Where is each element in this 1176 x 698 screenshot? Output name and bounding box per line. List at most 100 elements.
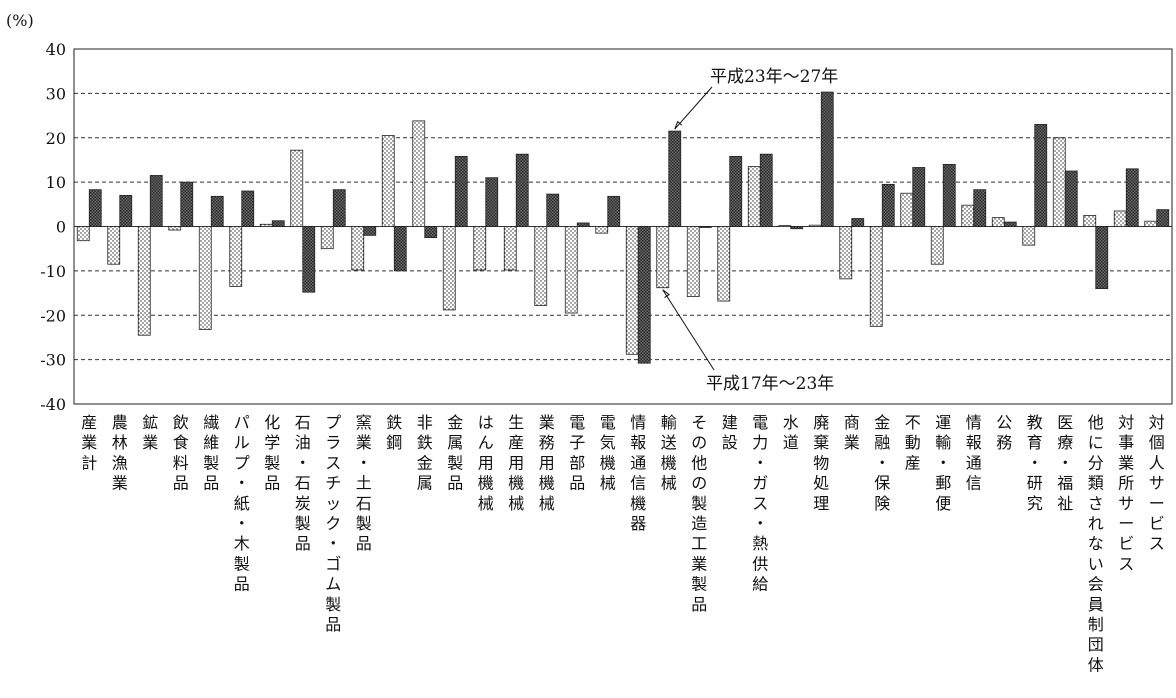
- bar-h17-23: [869, 226, 883, 327]
- bar-h17-23: [900, 192, 914, 227]
- x-category-label: プラスチック・ゴム製品: [325, 413, 341, 634]
- x-category-label: 医療・福祉: [1057, 413, 1073, 513]
- y-tick-label: 0: [56, 218, 66, 237]
- annotation-leader-line: [674, 86, 713, 130]
- bar-h23-27: [790, 226, 804, 230]
- y-tick-label: 10: [46, 173, 66, 192]
- x-category-label: 公務: [996, 413, 1012, 452]
- y-tick-label: -10: [40, 262, 66, 281]
- bar-h17-23: [930, 226, 944, 265]
- bar-h23-27: [1003, 221, 1017, 227]
- x-category-label: 金融・保険: [874, 413, 890, 513]
- bar-h17-23: [991, 217, 1005, 227]
- y-unit-label: (%): [6, 11, 34, 30]
- bar-h17-23: [442, 226, 456, 311]
- x-category-label: 水道: [783, 413, 799, 452]
- bar-h17-23: [259, 223, 273, 227]
- bar-h23-27: [637, 226, 651, 364]
- bar-h23-27: [424, 226, 438, 238]
- bar-h23-27: [210, 195, 224, 227]
- bar-h23-27: [759, 153, 773, 227]
- bar-h23-27: [912, 167, 926, 227]
- bar-h17-23: [1022, 226, 1036, 246]
- bar-h17-23: [1113, 210, 1127, 227]
- bar-h23-27: [1034, 124, 1048, 227]
- x-category-label: 他に分類されない会員制団体: [1088, 413, 1104, 674]
- y-tick-label: -40: [40, 395, 66, 414]
- bar-h17-23: [473, 226, 487, 271]
- bar-h23-27: [485, 177, 499, 227]
- bar-h23-27: [1125, 168, 1139, 227]
- bar-h23-27: [973, 189, 987, 227]
- bar-h23-27: [546, 193, 560, 227]
- bar-h23-27: [332, 189, 346, 227]
- x-category-label: 金属製品: [447, 413, 463, 493]
- bar-h23-27: [271, 220, 285, 227]
- y-tick-label: 20: [46, 129, 66, 148]
- x-category-label: 不動産: [905, 413, 921, 472]
- bar-h23-27: [698, 226, 712, 228]
- bar-h23-27: [241, 190, 255, 227]
- x-category-label: 運輸・郵便: [935, 413, 951, 513]
- y-tick-label: 40: [46, 40, 66, 59]
- bar-h17-23: [808, 224, 822, 227]
- x-category-label: 飲食料品: [173, 413, 189, 493]
- bar-h17-23: [717, 226, 731, 302]
- x-category-label: 廃棄物処理: [813, 413, 829, 513]
- bar-h17-23: [1052, 137, 1066, 227]
- bar-h17-23: [1144, 220, 1158, 227]
- x-category-label: はん用機械: [478, 413, 494, 513]
- bar-h17-23: [778, 225, 792, 228]
- bar-h17-23: [76, 226, 90, 242]
- bar-h17-23: [686, 226, 700, 298]
- x-category-label: 生産用機械: [508, 413, 524, 513]
- bar-h23-27: [515, 153, 529, 227]
- x-category-label: 化学製品: [264, 413, 280, 493]
- bar-h23-27: [119, 195, 133, 227]
- bar-h17-23: [656, 226, 670, 289]
- bar-h23-27: [851, 218, 865, 227]
- plot-frame: [73, 48, 1173, 405]
- bar-h17-23: [564, 226, 578, 314]
- x-category-label: 農林漁業: [112, 413, 128, 493]
- x-category-label: 建設: [722, 413, 738, 452]
- x-category-label: 繊維製品: [203, 413, 219, 493]
- bar-h17-23: [381, 135, 395, 227]
- x-category-label: 商業: [844, 413, 860, 452]
- bar-h17-23: [625, 226, 639, 355]
- x-category-label: 電子部品: [569, 413, 585, 493]
- bar-h23-27: [942, 163, 956, 227]
- bar-h23-27: [363, 226, 377, 236]
- bar-h17-23: [534, 226, 548, 306]
- bar-h17-23: [198, 226, 212, 330]
- bar-h17-23: [595, 226, 609, 234]
- bar-h17-23: [839, 226, 853, 280]
- x-category-label: 情報通信機器: [630, 413, 646, 533]
- x-category-label: 輸送機械: [661, 413, 677, 493]
- bar-h17-23: [961, 204, 975, 227]
- bar-h23-27: [393, 226, 407, 272]
- x-category-label: 電力・ガス・熱供給: [752, 413, 768, 594]
- bar-h23-27: [668, 130, 682, 227]
- bar-h17-23: [412, 120, 426, 227]
- bar-h17-23: [137, 226, 151, 336]
- x-category-label: 電気機械: [600, 413, 616, 493]
- bar-h17-23: [290, 149, 304, 227]
- bar-h23-27: [454, 155, 468, 227]
- y-tick-label: 30: [46, 84, 66, 103]
- bar-h17-23: [107, 226, 121, 265]
- y-tick-label: -20: [40, 306, 66, 325]
- x-category-label: 石油・石炭製品: [295, 413, 311, 553]
- x-category-label: パルプ・紙・木製品: [234, 413, 250, 594]
- x-category-label: 鉱業: [142, 413, 158, 452]
- bar-h23-27: [820, 91, 834, 227]
- annotation-label: 平成17年～23年: [706, 374, 834, 394]
- x-category-label: 業務用機械: [539, 413, 555, 513]
- bar-h23-27: [1095, 226, 1109, 290]
- x-category-label: 産業計: [81, 413, 97, 472]
- x-category-label: 対事業所サービス: [1118, 413, 1134, 573]
- bar-h17-23: [503, 226, 517, 271]
- bar-h23-27: [88, 189, 102, 227]
- annotation-label: 平成23年～27年: [710, 67, 838, 87]
